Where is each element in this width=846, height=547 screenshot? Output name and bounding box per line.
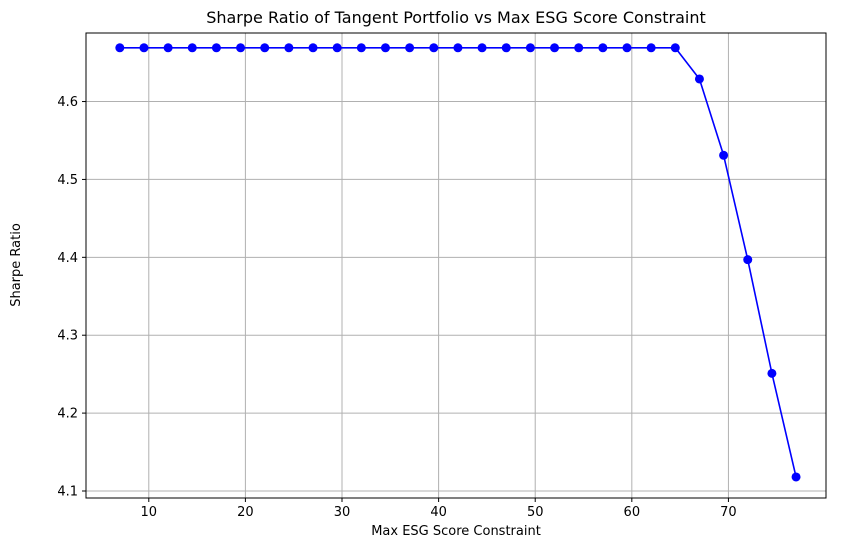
data-point	[767, 368, 777, 378]
x-tick-label: 70	[720, 505, 737, 520]
data-point	[139, 43, 149, 53]
data-point	[115, 43, 125, 53]
axis-ticks: 10 20 30 40 50 60 70 4.1 4.2 4.3 4.4 4.5 4.6	[57, 95, 736, 520]
y-axis-title: Sharpe Ratio	[9, 223, 24, 307]
data-point	[501, 43, 511, 53]
y-tick-label: 4.6	[57, 95, 78, 110]
data-point	[743, 255, 753, 265]
data-point	[187, 43, 197, 53]
data-point	[598, 43, 608, 53]
series-group	[115, 43, 801, 482]
y-tick-label: 4.5	[57, 173, 78, 188]
data-point	[719, 150, 729, 160]
y-tick-label: 4.3	[57, 329, 78, 344]
data-point	[670, 43, 680, 53]
data-point	[236, 43, 246, 53]
x-tick-label: 50	[527, 505, 544, 520]
grid	[86, 33, 826, 498]
plot-frame	[85, 32, 827, 499]
data-point	[163, 43, 173, 53]
x-tick-label: 10	[141, 505, 158, 520]
data-point	[308, 43, 318, 53]
data-point	[694, 74, 704, 84]
y-tick-label: 4.4	[57, 251, 78, 266]
data-point	[332, 43, 342, 53]
data-point	[429, 43, 439, 53]
data-point	[525, 43, 535, 53]
data-point	[356, 43, 366, 53]
y-tick-label: 4.2	[57, 407, 78, 422]
x-tick-label: 20	[237, 505, 254, 520]
x-tick-label: 30	[334, 505, 351, 520]
data-point	[405, 43, 415, 53]
data-point	[791, 472, 801, 482]
data-point	[646, 43, 656, 53]
x-tick-label: 60	[624, 505, 641, 520]
x-tick-label: 40	[430, 505, 447, 520]
y-tick-label: 4.1	[57, 484, 78, 499]
data-point	[550, 43, 560, 53]
data-point	[622, 43, 632, 53]
data-point	[574, 43, 584, 53]
data-point	[211, 43, 221, 53]
x-axis-title: Max ESG Score Constraint	[371, 524, 541, 539]
chart-title: Sharpe Ratio of Tangent Portfolio vs Max…	[206, 8, 706, 27]
data-point	[284, 43, 294, 53]
data-point	[477, 43, 487, 53]
data-point	[260, 43, 270, 53]
data-point	[380, 43, 390, 53]
data-point	[453, 43, 463, 53]
